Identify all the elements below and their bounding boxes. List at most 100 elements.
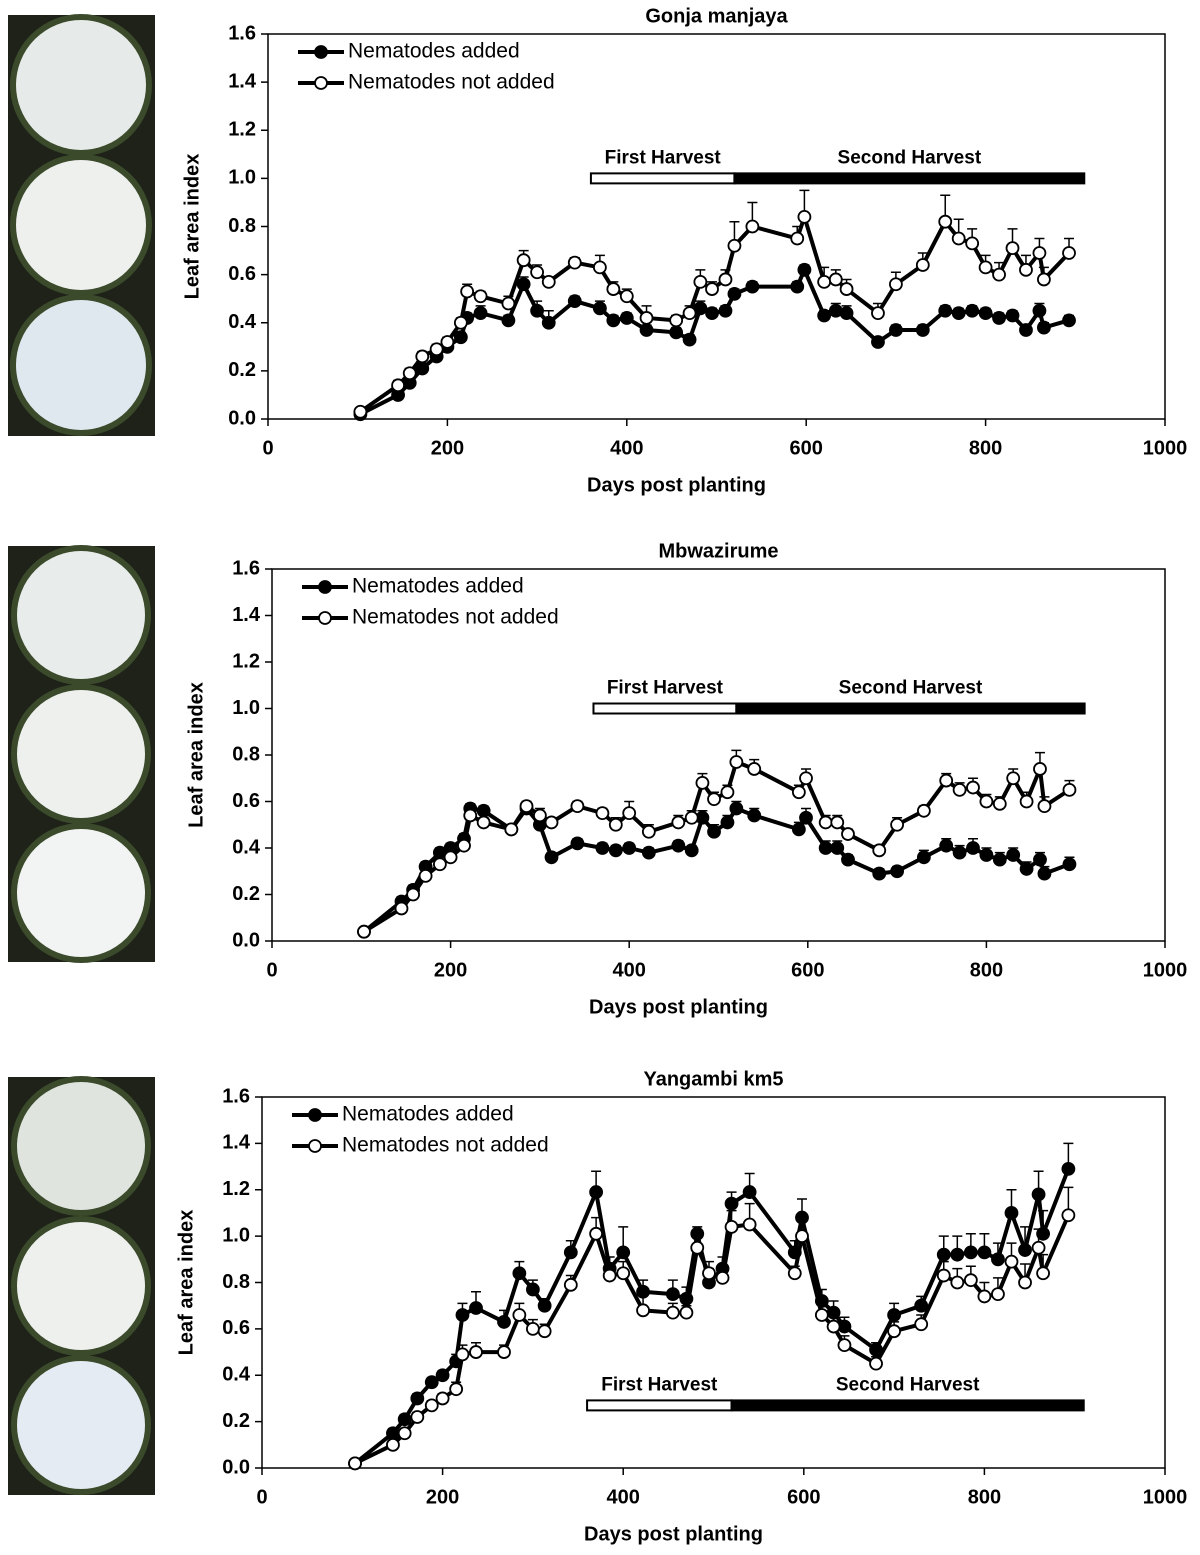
data-point	[915, 323, 930, 337]
legend-label: Nematodes not added	[348, 71, 555, 94]
data-point	[589, 1226, 604, 1241]
data-point	[992, 267, 1006, 282]
y-tick-label: 0.8	[222, 1271, 250, 1293]
harvest-label: Second Harvest	[838, 147, 982, 168]
data-point	[915, 258, 930, 272]
data-point	[440, 335, 455, 349]
x-tick-label: 600	[787, 1486, 820, 1508]
data-point	[684, 810, 699, 825]
data-point	[979, 848, 994, 862]
data-point	[828, 272, 843, 287]
x-tick-label: 0	[256, 1486, 267, 1508]
data-point	[682, 332, 697, 347]
data-point	[473, 289, 488, 304]
data-point	[790, 231, 805, 246]
data-point	[787, 1245, 802, 1260]
x-tick-label: 200	[431, 437, 464, 459]
data-point	[1018, 1243, 1032, 1257]
data-point	[679, 1291, 694, 1306]
data-point	[727, 238, 742, 253]
data-point	[1019, 323, 1033, 337]
data-point	[720, 785, 735, 800]
data-point	[705, 282, 719, 296]
data-point	[841, 827, 855, 841]
y-tick-label: 1.0	[222, 1224, 250, 1246]
y-tick-label: 0.4	[232, 836, 261, 858]
legend-label: Nematodes not added	[342, 1134, 549, 1157]
data-point	[916, 850, 931, 865]
legend-label: Nematodes not added	[352, 606, 559, 629]
data-point	[1062, 857, 1077, 872]
data-point	[1018, 1275, 1032, 1290]
harvest-bar	[586, 1399, 733, 1412]
data-point	[795, 1229, 809, 1244]
data-point	[1006, 848, 1021, 862]
data-point	[391, 378, 405, 393]
data-point	[570, 836, 585, 851]
data-point	[818, 841, 833, 855]
harvest-bar	[730, 1399, 1085, 1412]
photo-column	[8, 545, 155, 963]
y-tick-label: 0.6	[222, 1317, 250, 1339]
y-tick-label: 1.4	[222, 1132, 251, 1154]
data-point	[435, 1368, 450, 1383]
data-point	[889, 277, 903, 292]
data-point	[410, 1410, 425, 1424]
chart-panel: Yangambi km5 0.0 0.2 0.4 0.6 0.8 1.0 1.2 1.4 1.6 0…	[175, 1068, 1187, 1545]
data-point	[424, 1375, 439, 1390]
data-point	[720, 815, 735, 830]
y-tick-label: 1.2	[222, 1178, 250, 1200]
data-point	[742, 1185, 757, 1199]
data-point	[887, 1324, 901, 1339]
data-point	[592, 260, 607, 275]
data-point	[533, 808, 547, 823]
harvest-label: First Harvest	[605, 147, 722, 168]
photo-column	[8, 14, 155, 436]
data-point	[745, 279, 760, 294]
x-tick-label: 1000	[1143, 959, 1188, 981]
data-point	[727, 286, 742, 301]
data-point	[684, 843, 699, 858]
data-point	[887, 1308, 901, 1322]
data-point	[455, 1308, 470, 1322]
data-point	[977, 1289, 992, 1304]
data-point	[747, 762, 762, 776]
data-point	[690, 1240, 705, 1255]
data-point	[839, 282, 854, 296]
y-tick-label: 0.2	[222, 1410, 250, 1432]
data-point	[563, 1277, 578, 1292]
photo-column	[8, 1076, 155, 1495]
data-point	[1037, 272, 1051, 287]
data-point	[457, 838, 471, 853]
y-tick-label: 0.2	[232, 883, 260, 905]
data-point	[869, 1342, 883, 1357]
data-point	[595, 806, 610, 821]
data-point	[837, 1338, 852, 1353]
data-point	[715, 1270, 730, 1285]
y-tick-label: 0.8	[232, 743, 260, 765]
data-point	[1005, 241, 1020, 256]
data-point	[1019, 262, 1033, 277]
y-tick-label: 0.0	[222, 1456, 250, 1478]
data-point	[914, 1317, 929, 1332]
data-point	[592, 301, 607, 316]
data-point	[432, 857, 447, 872]
data-point	[795, 1210, 809, 1225]
y-tick-label: 1.6	[228, 22, 256, 44]
data-point	[966, 780, 980, 795]
y-tick-label: 1.6	[232, 557, 260, 579]
data-point	[797, 262, 812, 277]
data-point	[1006, 771, 1021, 786]
data-point	[669, 325, 684, 340]
y-axis-label: Leaf area index	[185, 682, 207, 828]
data-point	[476, 803, 491, 818]
x-axis-label: Days post planting	[584, 1523, 763, 1545]
x-tick-label: 800	[969, 437, 1002, 459]
data-point	[979, 794, 994, 809]
data-point	[814, 1308, 829, 1322]
data-point	[1036, 1266, 1050, 1281]
y-tick-label: 1.0	[232, 697, 260, 719]
data-point	[1005, 308, 1020, 323]
data-point	[841, 852, 855, 867]
data-point	[718, 272, 733, 287]
